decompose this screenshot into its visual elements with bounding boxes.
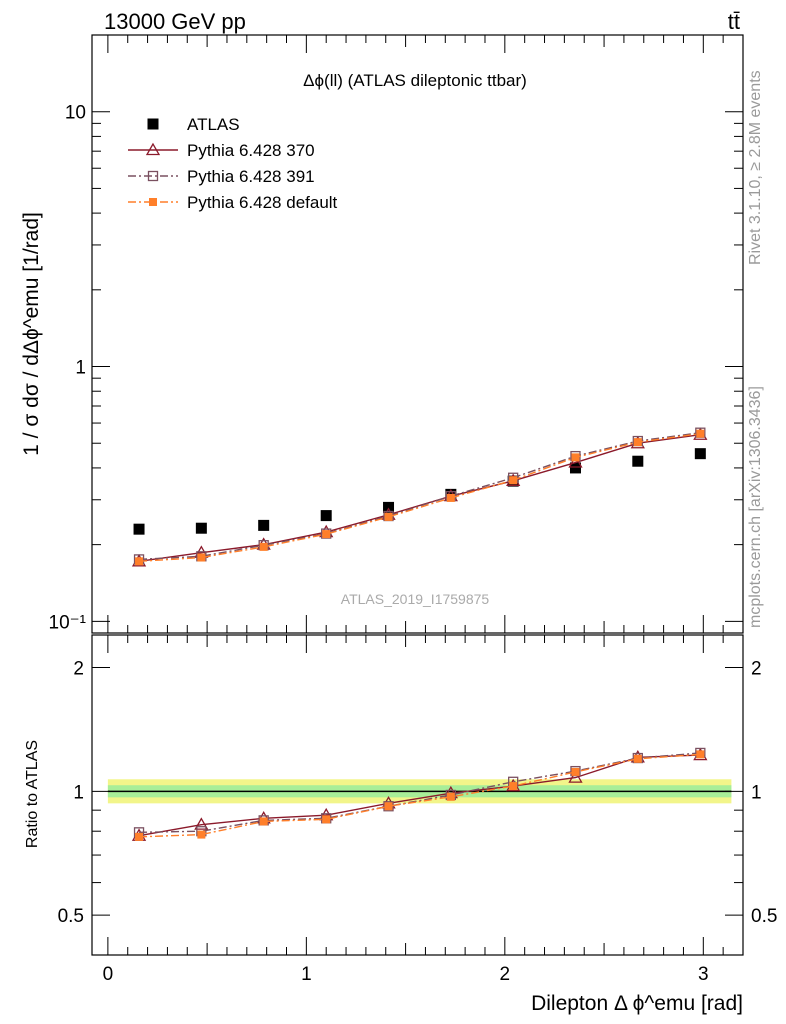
ratio-data-point: [633, 754, 642, 763]
main-y-tick-labels: 10⁻¹ 1 10: [49, 103, 87, 634]
y-tick-label: 10⁻¹: [49, 612, 87, 633]
x-tick-label: 1: [301, 964, 312, 985]
series-atlas: [133, 448, 706, 535]
ratio-panel: 0.5 0.5 1 1 2 2 0 1 2 3 Ratio to ATLAS Dilepton …: [24, 634, 778, 1015]
ratio-y-tick-label-right: 1: [751, 782, 762, 803]
ratio-data-point: [568, 770, 583, 783]
ratio-y-tick-label-right: 2: [751, 659, 762, 680]
data-point: [446, 493, 455, 502]
ratio-y-axis-label: Ratio to ATLAS: [24, 740, 41, 848]
plot-title: Δϕ(ll) (ATLAS dileptonic ttbar): [303, 71, 527, 90]
y-tick-label: 10: [65, 103, 86, 124]
ratio-series-pythia-6-428-default: [135, 750, 705, 841]
x-tick-label: 0: [103, 964, 114, 985]
data-point: [258, 519, 270, 531]
data-point: [509, 476, 518, 485]
rivet-label: Rivet 3.1.10, ≥ 2.8M events: [747, 70, 764, 265]
main-frame: [91, 34, 744, 634]
ratio-series-line: [139, 752, 701, 834]
legend-marker: [149, 198, 157, 206]
data-point: [135, 557, 144, 566]
legend-marker: [145, 142, 161, 156]
legend-entry: Pythia 6.428 391: [128, 167, 315, 186]
x-tick-label: 2: [500, 964, 511, 985]
ratio-uncertainty-band: [107, 779, 732, 804]
ratio-y-tick-labels: 0.5 0.5 1 1 2 2: [58, 659, 778, 928]
main-axis-ticks: [92, 34, 743, 634]
ratio-data-point: [194, 817, 209, 830]
legend-label: Pythia 6.428 370: [187, 141, 315, 160]
data-point: [696, 429, 705, 438]
legend-marker: [147, 170, 159, 182]
ratio-data-point: [197, 830, 206, 839]
series-line: [139, 431, 701, 561]
ratio-data-point: [571, 767, 580, 776]
legend-label: ATLAS: [187, 115, 240, 134]
process-label: tt̄: [728, 9, 740, 34]
ratio-data-point: [322, 815, 331, 824]
data-point: [632, 455, 644, 467]
data-point: [195, 522, 207, 534]
series-pythia-6-428-default: [135, 429, 705, 566]
data-point: [320, 510, 332, 522]
series-pythia-6-428-370: [131, 427, 708, 567]
ratio-series-line: [139, 753, 701, 838]
legend-marker: [147, 118, 159, 130]
ratio-frame: [91, 634, 744, 956]
ratio-data-point: [446, 792, 455, 801]
legend-entry: Pythia 6.428 370: [128, 141, 315, 160]
analysis-watermark: ATLAS_2019_I1759875: [341, 591, 490, 607]
legend-entry: ATLAS: [147, 115, 240, 134]
ratio-y-tick-label: 0.5: [58, 906, 84, 927]
ratio-series: [131, 747, 708, 841]
series-line: [138, 434, 701, 563]
data-point: [322, 530, 331, 539]
x-axis-label: Dilepton Δ ϕ^emu [rad]: [531, 992, 743, 1015]
data-point: [569, 462, 581, 474]
x-tick-label: 3: [698, 964, 709, 985]
ratio-data-point: [384, 802, 393, 811]
ratio-y-tick-label: 1: [73, 782, 84, 803]
y-tick-label: 1: [75, 358, 86, 379]
legend: ATLAS Pythia 6.428 370 Pythia 6.428 391 Pyt…: [128, 115, 338, 212]
ratio-y-tick-label: 2: [73, 659, 84, 680]
ratio-data-point: [696, 750, 705, 759]
data-point: [197, 553, 206, 562]
ratio-series-line: [138, 754, 701, 837]
main-y-axis-label: 1 / σ dσ / dΔϕ^emu [1/rad]: [20, 212, 43, 456]
energy-label: 13000 GeV pp: [104, 9, 246, 34]
ratio-data-point: [509, 782, 518, 791]
mcplots-label: mcplots.cern.ch [arXiv:1306.3436]: [747, 386, 764, 628]
data-point: [383, 501, 395, 513]
data-point: [633, 438, 642, 447]
ratio-data-point: [259, 817, 268, 826]
data-point: [568, 455, 583, 468]
data-point: [133, 523, 145, 535]
data-point: [259, 542, 268, 551]
ratio-data-point: [135, 832, 144, 841]
main-series: [131, 427, 708, 567]
data-point: [694, 448, 706, 460]
legend-label: Pythia 6.428 391: [187, 167, 315, 186]
series-line: [138, 433, 701, 563]
ratio-axis-ticks: [92, 635, 743, 956]
legend-label: Pythia 6.428 default: [187, 193, 338, 212]
ratio-y-tick-label-right: 0.5: [751, 906, 777, 927]
x-tick-labels: 0 1 2 3: [103, 964, 709, 985]
data-point: [384, 512, 393, 521]
data-point: [571, 453, 580, 462]
legend-entry: Pythia 6.428 default: [128, 193, 338, 212]
